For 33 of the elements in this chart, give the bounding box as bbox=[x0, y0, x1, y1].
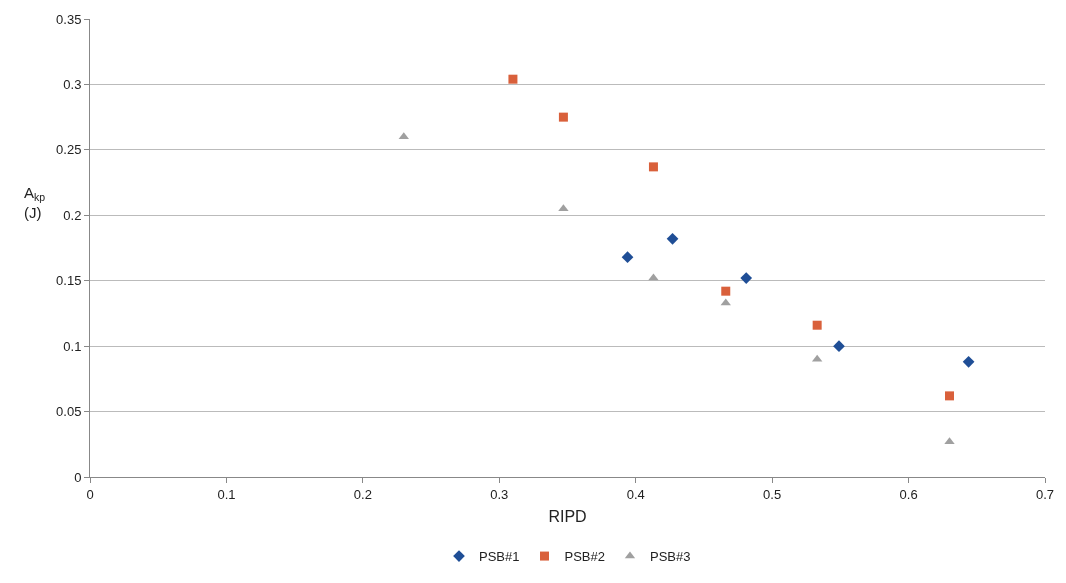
y-axis-title: A$_{kp}$ (J) bbox=[24, 184, 46, 221]
legend-label: PSB#3 bbox=[649, 549, 691, 565]
y-tick-label: 0 bbox=[74, 469, 82, 485]
point bbox=[812, 320, 822, 330]
point bbox=[398, 132, 409, 140]
y-tick-label: 0.1 bbox=[63, 338, 82, 354]
x-tick-label: 0.4 bbox=[626, 486, 645, 502]
point bbox=[721, 286, 731, 296]
x-tick-label: 0.3 bbox=[490, 486, 509, 502]
x-axis-title: RIPD bbox=[548, 508, 587, 526]
y-tick-label: 0.25 bbox=[56, 142, 82, 158]
y-tick-label: 0.05 bbox=[56, 404, 82, 420]
x-tick-label: 0.5 bbox=[763, 486, 782, 502]
y-tick-label: 0.15 bbox=[56, 273, 82, 289]
point bbox=[720, 298, 731, 306]
x-tick-label: 0.6 bbox=[899, 486, 918, 502]
x-tick-label: 0.7 bbox=[1035, 486, 1055, 502]
point bbox=[558, 112, 568, 122]
x-tick-label: 0.2 bbox=[353, 486, 372, 502]
point bbox=[666, 232, 679, 245]
point bbox=[621, 251, 634, 264]
point bbox=[962, 356, 975, 368]
y-tick-label: 0.35 bbox=[56, 11, 82, 27]
y-tick-label: 0.3 bbox=[63, 76, 82, 92]
x-tick-label: 0.1 bbox=[217, 486, 236, 502]
x-tick-label: 0 bbox=[86, 486, 94, 502]
legend-label: PSB#2 bbox=[564, 549, 605, 565]
point bbox=[945, 391, 954, 401]
point bbox=[648, 162, 658, 172]
legend-label: PSB#1 bbox=[479, 549, 520, 565]
point bbox=[508, 74, 518, 84]
point bbox=[740, 272, 753, 284]
y-tick-label: 0.2 bbox=[63, 207, 82, 223]
